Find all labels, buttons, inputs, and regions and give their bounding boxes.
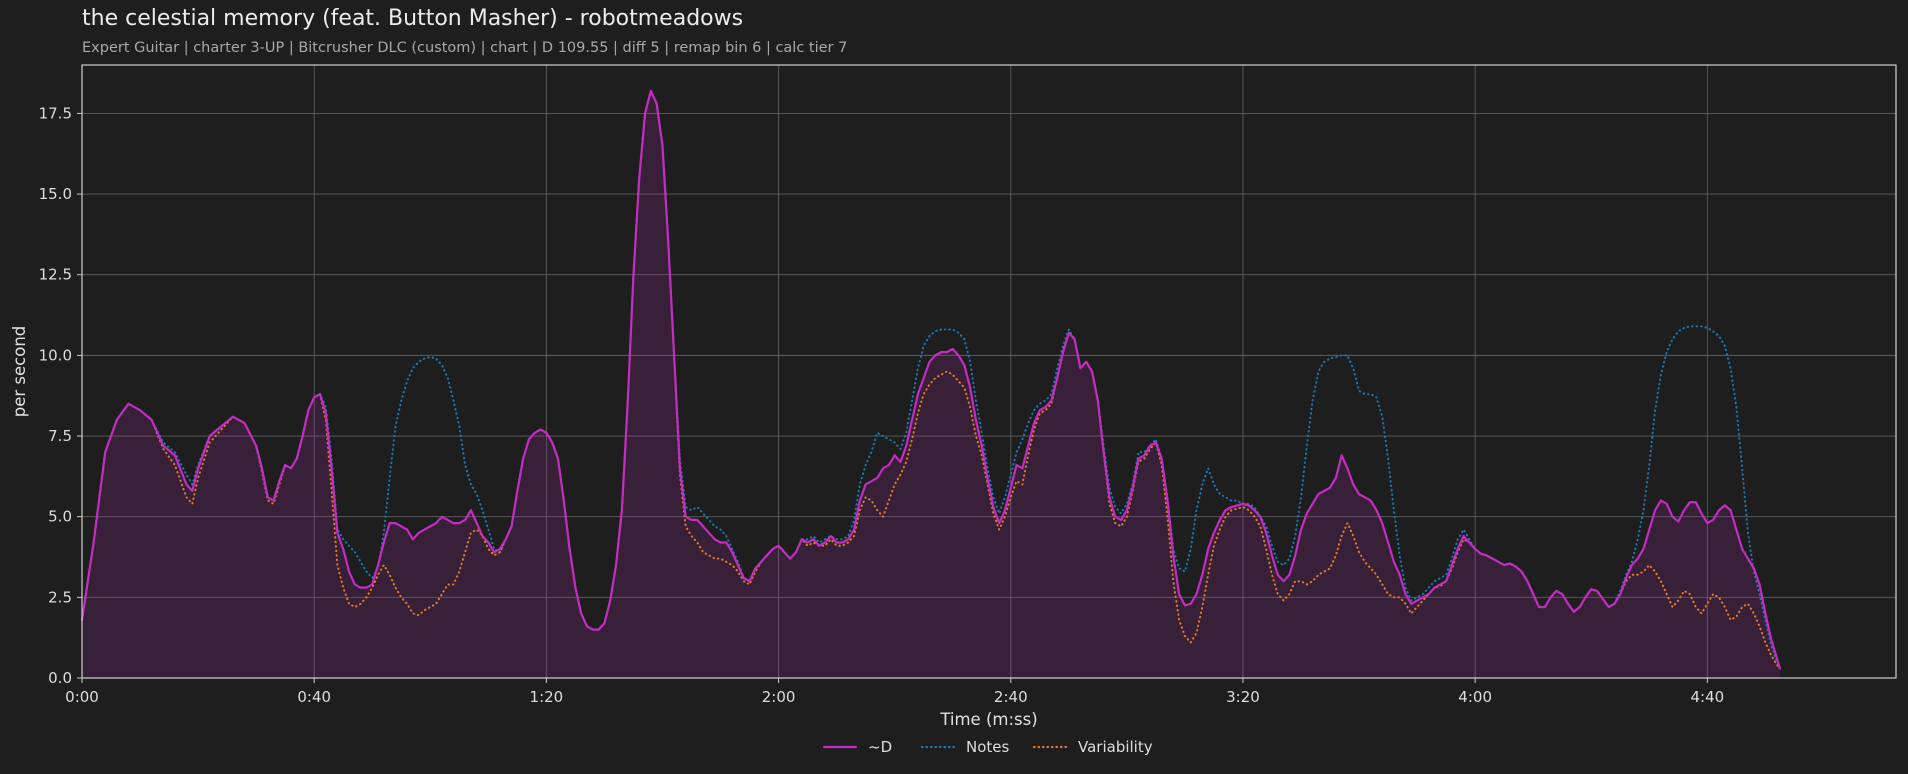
y-tick-label: 7.5 bbox=[48, 427, 72, 445]
x-tick-label: 4:00 bbox=[1458, 688, 1492, 706]
x-tick-label: 2:40 bbox=[994, 688, 1028, 706]
series-d-area bbox=[82, 90, 1780, 678]
y-tick-label: 15.0 bbox=[39, 185, 72, 203]
plot-frame bbox=[81, 64, 1897, 679]
chart-title: the celestial memory (feat. Button Mashe… bbox=[82, 6, 744, 31]
x-tick-label: 0:00 bbox=[65, 688, 99, 706]
y-tick-label: 2.5 bbox=[48, 588, 72, 606]
chart-subtitle: Expert Guitar | charter 3-UP | Bitcrushe… bbox=[82, 40, 848, 56]
legend: ~D Notes Variability bbox=[822, 738, 1153, 756]
series-d-line bbox=[80, 89, 1781, 670]
y-tick-label: 10.0 bbox=[39, 346, 72, 364]
x-tick-label: 2:00 bbox=[762, 688, 796, 706]
x-tick-label: 3:20 bbox=[1226, 688, 1260, 706]
y-tick-label: 12.5 bbox=[39, 266, 72, 284]
plot-area bbox=[82, 65, 1896, 678]
x-axis-label: Time (m:ss) bbox=[939, 710, 1037, 729]
y-tick-label: 17.5 bbox=[39, 104, 72, 122]
x-tick-label: 0:40 bbox=[297, 688, 331, 706]
legend-notes-label: Notes bbox=[966, 738, 1010, 756]
y-tick-label: 5.0 bbox=[48, 508, 72, 526]
legend-variability-label: Variability bbox=[1078, 738, 1153, 756]
legend-d-label: ~D bbox=[868, 738, 892, 756]
y-axis-label: per second bbox=[10, 326, 29, 418]
y-tick-label: 0.0 bbox=[48, 669, 72, 687]
x-tick-label: 4:40 bbox=[1691, 688, 1725, 706]
x-tick-label: 1:20 bbox=[530, 688, 564, 706]
series-variability-line bbox=[81, 89, 1781, 670]
